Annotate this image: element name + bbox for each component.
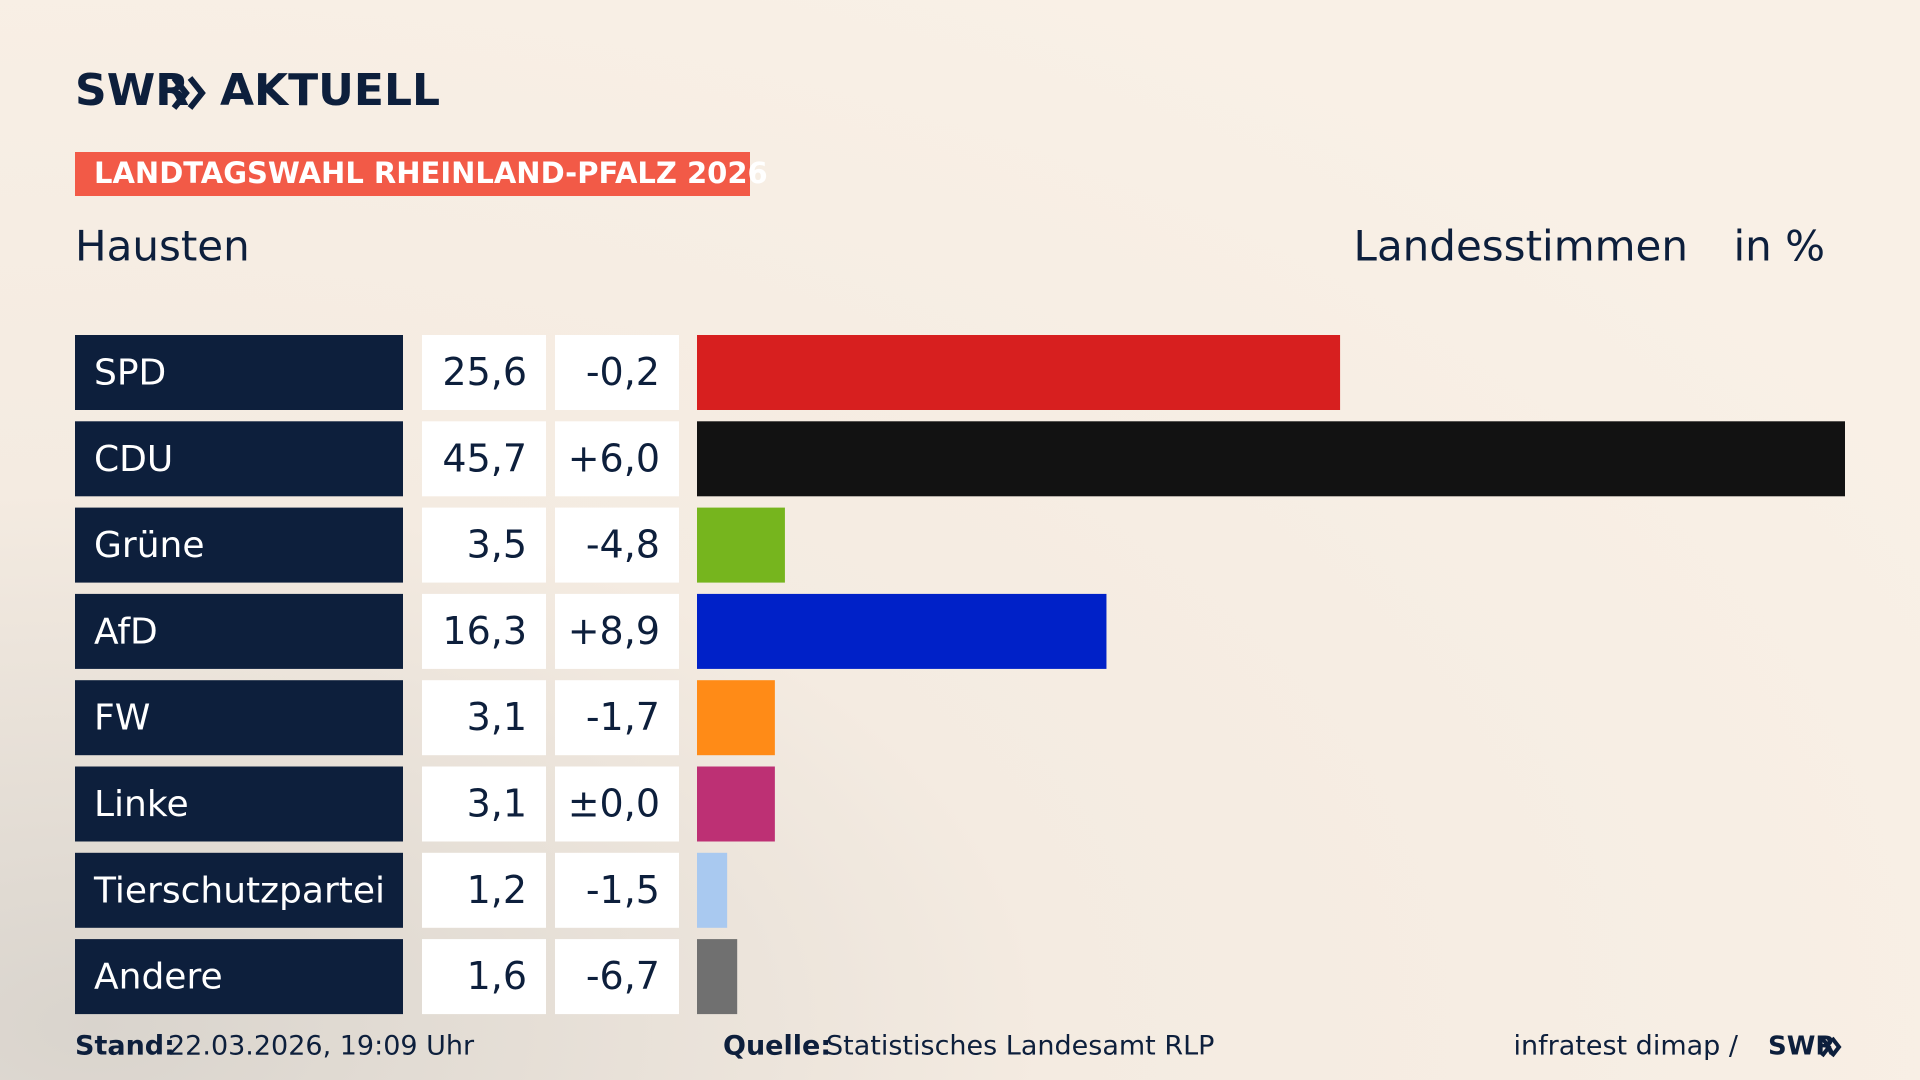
change-label: -4,8 — [586, 523, 660, 567]
credit-logo: SWR — [1768, 1032, 1835, 1062]
value-box — [422, 593, 546, 669]
bar — [697, 593, 1107, 669]
stand-label: Stand: — [75, 1031, 175, 1062]
change-label: +8,9 — [568, 609, 660, 653]
value-label: 16,3 — [442, 609, 527, 653]
chart-title: Hausten — [75, 222, 250, 271]
change-label: -6,7 — [586, 954, 660, 998]
value-label: 45,7 — [442, 436, 527, 480]
change-label: -0,2 — [586, 350, 660, 394]
party-box — [75, 852, 403, 928]
change-box — [555, 335, 679, 410]
section-title: AKTUELL — [220, 65, 440, 116]
bar — [697, 939, 738, 1015]
value-label: 1,6 — [467, 954, 527, 998]
party-label: Grüne — [94, 525, 204, 566]
party-box — [75, 507, 403, 583]
party-label: SPD — [94, 353, 166, 394]
value-label: 1,2 — [467, 868, 527, 912]
value-box — [422, 939, 546, 1015]
chart-subtitle: Landesstimmen — [1354, 222, 1688, 271]
party-box — [75, 593, 403, 669]
party-label: FW — [94, 698, 150, 739]
source-label: Quelle: — [723, 1031, 831, 1062]
change-label: -1,5 — [586, 868, 660, 912]
bar — [697, 421, 1845, 497]
party-label: Tierschutzpartei — [93, 870, 385, 911]
source: Statistisches Landesamt RLP — [826, 1031, 1214, 1062]
change-label: -1,7 — [586, 695, 660, 739]
value-box — [422, 421, 546, 497]
value-label: 3,1 — [467, 695, 527, 739]
party-box — [75, 939, 403, 1015]
change-label: +6,0 — [568, 436, 660, 480]
value-label: 3,1 — [467, 782, 527, 826]
value-box — [422, 507, 546, 583]
change-box — [555, 593, 679, 669]
party-label: Andere — [94, 957, 223, 998]
party-box — [75, 421, 403, 497]
bar — [697, 680, 775, 756]
change-box — [555, 507, 679, 583]
party-box — [75, 680, 403, 756]
value-box — [422, 852, 546, 928]
change-box — [555, 680, 679, 756]
bar — [697, 507, 785, 583]
change-box — [555, 852, 679, 928]
party-box — [75, 335, 403, 410]
value-label: 25,6 — [442, 350, 527, 394]
credit: infratest dimap / — [1513, 1031, 1738, 1062]
value-box — [422, 680, 546, 756]
logo: SWR — [75, 65, 189, 116]
badge: LANDTAGSWAHL RHEINLAND-PFALZ 2026 — [94, 156, 768, 190]
change-box — [555, 939, 679, 1015]
credit-chevrons — [1820, 1036, 1842, 1058]
change-box — [555, 766, 679, 842]
party-label: Linke — [94, 784, 189, 825]
change-label: ±0,0 — [568, 782, 660, 826]
logo-chevrons — [171, 76, 206, 110]
unit-label: in % — [1733, 222, 1825, 271]
stand: 22.03.2026, 19:09 Uhr — [168, 1031, 475, 1062]
bar — [697, 335, 1341, 410]
value-label: 3,5 — [467, 523, 527, 567]
party-box — [75, 766, 403, 842]
badge-bg — [75, 152, 750, 196]
bar — [697, 852, 728, 928]
party-label: AfD — [94, 611, 158, 652]
party-label: CDU — [94, 439, 173, 480]
change-box — [555, 421, 679, 497]
bar — [697, 766, 775, 842]
value-box — [422, 766, 546, 842]
value-box — [422, 335, 546, 410]
